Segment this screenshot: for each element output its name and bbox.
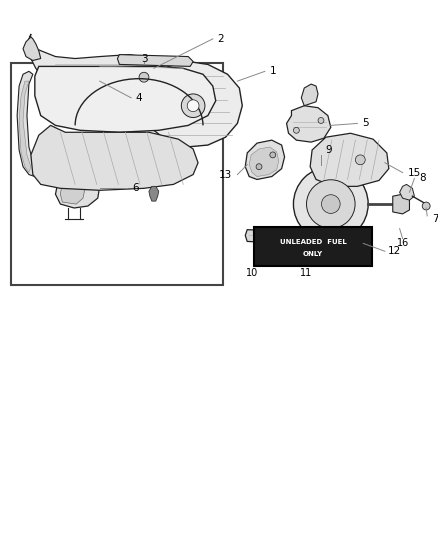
Polygon shape: [60, 179, 85, 204]
Circle shape: [139, 72, 149, 82]
Polygon shape: [393, 194, 410, 214]
Circle shape: [318, 118, 324, 124]
Polygon shape: [35, 67, 216, 132]
Text: 16: 16: [396, 238, 409, 248]
Text: 6: 6: [132, 183, 138, 193]
Circle shape: [422, 202, 430, 210]
Polygon shape: [245, 230, 367, 247]
Circle shape: [181, 94, 205, 118]
Text: 9: 9: [325, 145, 332, 155]
Polygon shape: [117, 54, 193, 67]
Circle shape: [293, 127, 299, 133]
Text: UNLEADED  FUEL: UNLEADED FUEL: [280, 239, 346, 245]
Circle shape: [256, 164, 262, 169]
Polygon shape: [147, 61, 242, 147]
Circle shape: [293, 167, 368, 241]
Polygon shape: [31, 125, 198, 190]
Polygon shape: [249, 147, 279, 176]
Polygon shape: [310, 133, 389, 187]
Text: ONLY: ONLY: [303, 251, 323, 257]
Polygon shape: [245, 140, 285, 180]
FancyBboxPatch shape: [254, 227, 372, 266]
Circle shape: [270, 152, 276, 158]
Polygon shape: [19, 81, 31, 173]
Polygon shape: [23, 37, 41, 60]
Text: 4: 4: [136, 93, 142, 103]
Circle shape: [187, 100, 199, 111]
Text: 12: 12: [388, 246, 401, 256]
Polygon shape: [17, 71, 37, 176]
Polygon shape: [301, 84, 318, 106]
Polygon shape: [286, 106, 331, 142]
Text: 8: 8: [419, 174, 426, 183]
Text: 5: 5: [362, 118, 368, 128]
Circle shape: [321, 195, 340, 213]
Polygon shape: [29, 34, 177, 84]
Text: 10: 10: [246, 268, 258, 278]
Text: 1: 1: [269, 66, 276, 76]
Circle shape: [307, 180, 355, 228]
Polygon shape: [56, 173, 100, 208]
Text: 2: 2: [217, 34, 224, 44]
Circle shape: [355, 155, 365, 165]
Polygon shape: [399, 184, 414, 200]
Bar: [11, 63, 223, 285]
Text: 7: 7: [432, 214, 438, 224]
Text: 13: 13: [219, 169, 232, 180]
Text: 3: 3: [141, 53, 147, 63]
Text: 11: 11: [300, 268, 312, 278]
Text: 15: 15: [408, 167, 421, 177]
Polygon shape: [149, 187, 159, 201]
